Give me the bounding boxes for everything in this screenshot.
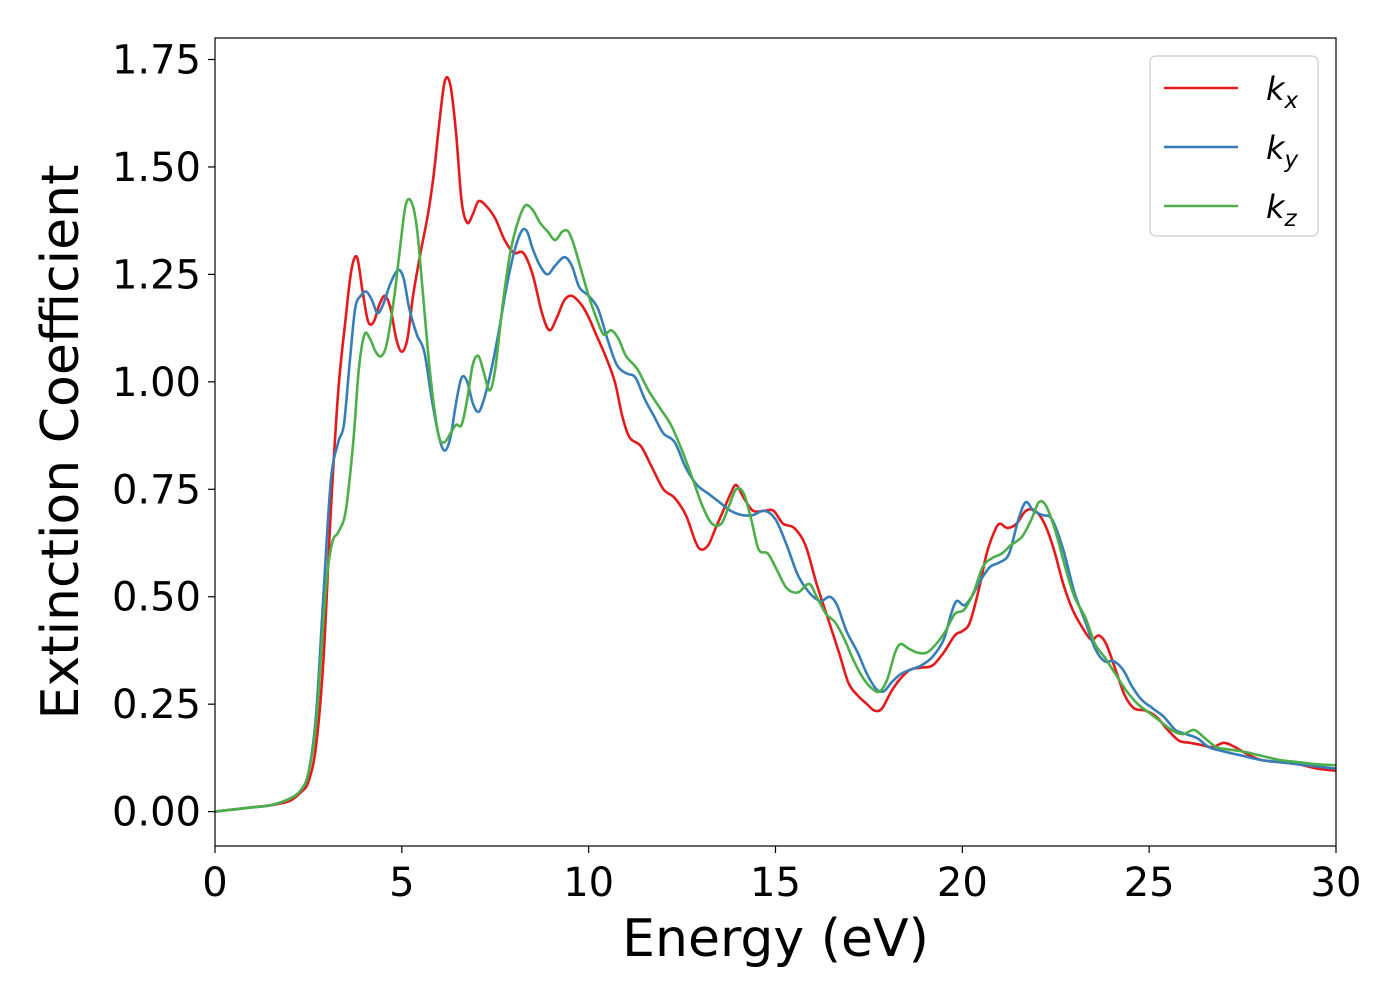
x-tick-label: 0 [202, 860, 227, 906]
legend-label-ky: ky [1266, 129, 1299, 173]
x-tick-label: 25 [1124, 860, 1175, 906]
legend: kx ky kz [1149, 55, 1319, 237]
legend-label-kz: kz [1266, 188, 1298, 232]
x-tick-label: 5 [389, 860, 414, 906]
y-tick-label: 1.25 [112, 252, 201, 298]
series-line-kz [215, 197, 1336, 813]
x-tick-label: 20 [937, 860, 988, 906]
y-tick-label: 0.75 [112, 467, 201, 513]
plot-lines [215, 75, 1336, 813]
y-tick-label: 1.00 [112, 360, 201, 406]
y-axis: 0.00 0.25 0.50 0.75 1.00 1.25 1.50 1.75 [112, 37, 215, 836]
y-axis-label: Extinction Coefficient [31, 165, 91, 720]
y-tick-label: 1.75 [112, 37, 201, 83]
y-tick-label: 1.50 [112, 145, 201, 191]
series-line-ky [215, 227, 1336, 813]
y-tick-label: 0.25 [112, 682, 201, 728]
y-tick-label: 0.00 [112, 790, 201, 836]
x-tick-label: 30 [1311, 860, 1362, 906]
series-line-kx [215, 75, 1336, 813]
x-axis: 0 5 10 15 20 25 30 [202, 846, 1361, 906]
x-tick-label: 10 [563, 860, 614, 906]
legend-label-kx: kx [1266, 70, 1299, 114]
x-axis-label: Energy (eV) [622, 909, 929, 969]
x-tick-label: 15 [750, 860, 801, 906]
y-tick-label: 0.50 [112, 575, 201, 621]
